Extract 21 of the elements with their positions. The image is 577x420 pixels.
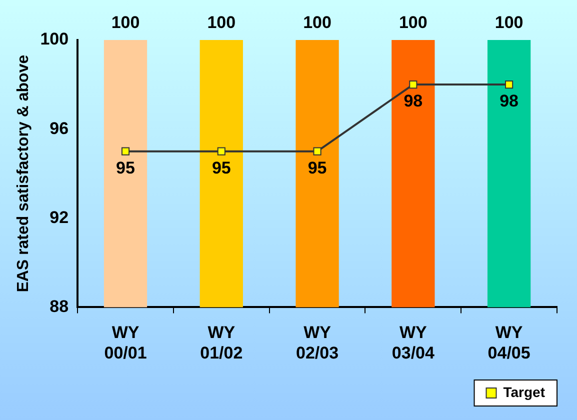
data-label: 100 bbox=[398, 13, 428, 32]
y-tick-label: 92 bbox=[50, 208, 69, 227]
y-tick-label: 96 bbox=[50, 118, 69, 138]
y-axis-title: EAS rated satisfactory & above bbox=[15, 54, 32, 292]
data-label: 95 bbox=[308, 158, 327, 178]
data-label: 100 bbox=[111, 13, 140, 32]
x-tick-label: WY 03/04 bbox=[392, 323, 435, 362]
data-label: 98 bbox=[500, 92, 519, 111]
y-tick-label: 100 bbox=[40, 30, 69, 49]
data-label: 100 bbox=[494, 13, 524, 32]
x-tick-label: WY 01/02 bbox=[200, 323, 243, 362]
data-label: 98 bbox=[404, 92, 423, 111]
data-label: 95 bbox=[212, 158, 231, 178]
y-tick-label: 88 bbox=[50, 296, 69, 316]
x-tick-label: WY 04/05 bbox=[488, 323, 530, 362]
x-tick-label: WY 00/01 bbox=[104, 323, 147, 362]
x-tick-label: WY 02/03 bbox=[296, 323, 339, 362]
legend-label: Target bbox=[503, 384, 546, 400]
data-label: 100 bbox=[303, 13, 332, 32]
data-label: 95 bbox=[116, 158, 135, 178]
data-label: 100 bbox=[207, 13, 236, 32]
